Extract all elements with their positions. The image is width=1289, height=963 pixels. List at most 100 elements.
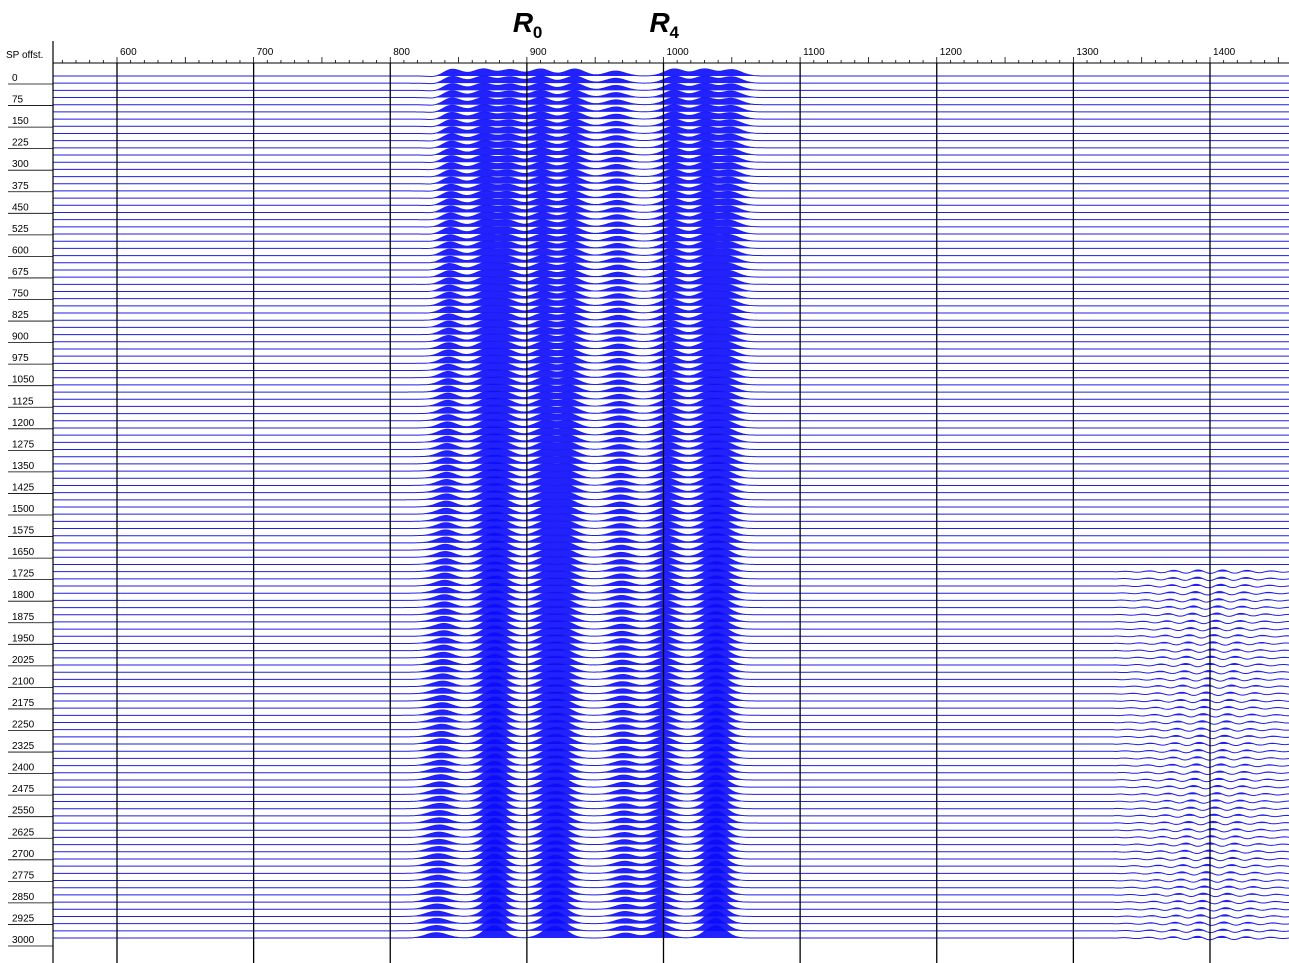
trace-fill <box>53 333 1289 342</box>
trace-fill <box>53 667 1289 680</box>
reflector-subscript: 4 <box>670 23 680 42</box>
trace-fill <box>53 240 1289 249</box>
trace-line <box>53 667 1289 682</box>
trace-fill <box>53 319 1289 328</box>
trace-fill <box>53 781 1289 795</box>
trace-line <box>53 610 1289 625</box>
trace-line <box>53 418 1289 429</box>
trace-fill <box>53 133 1289 141</box>
y-tick-label: 225 <box>12 138 29 149</box>
trace-fill <box>53 140 1289 148</box>
trace-fill <box>53 896 1289 910</box>
trace-line <box>53 118 1289 128</box>
trace-fill <box>53 440 1289 450</box>
x-tick-label: 1100 <box>803 47 825 58</box>
trace-fill <box>53 233 1289 242</box>
trace-line <box>53 104 1289 113</box>
y-tick-label: 525 <box>12 224 29 235</box>
trace-line <box>53 824 1289 840</box>
trace-fill <box>53 111 1289 120</box>
trace-line <box>53 290 1289 300</box>
y-tick-label: 2325 <box>12 741 35 752</box>
trace-fill <box>53 554 1289 565</box>
trace-line <box>53 125 1289 135</box>
trace-fill <box>53 226 1289 235</box>
trace-fill <box>53 419 1289 428</box>
trace-fill <box>53 710 1289 723</box>
x-tick-label: 1200 <box>940 47 963 58</box>
y-tick-label: 2025 <box>12 655 35 666</box>
y-tick-label: 2775 <box>12 870 35 881</box>
trace-line <box>53 532 1289 544</box>
y-tick-label: 1875 <box>12 612 35 623</box>
trace-fill <box>53 119 1289 127</box>
trace-fill <box>53 525 1289 536</box>
trace-line <box>53 190 1289 199</box>
y-tick-label: 1200 <box>12 418 35 429</box>
trace-line <box>53 510 1289 522</box>
trace-line <box>53 454 1289 465</box>
trace-line <box>53 204 1289 214</box>
trace-fill <box>53 682 1289 694</box>
y-tick-label: 2400 <box>12 763 35 774</box>
trace-line <box>53 767 1289 783</box>
trace-line <box>53 461 1289 472</box>
reflector-subscript: 0 <box>533 23 542 42</box>
y-tick-label: 2475 <box>12 784 35 795</box>
trace-line <box>53 175 1289 185</box>
x-tick-label: 700 <box>257 47 274 58</box>
trace-fill <box>53 347 1289 357</box>
trace-line <box>53 574 1289 589</box>
trace-fill <box>53 561 1289 572</box>
trace-fill <box>53 746 1289 759</box>
trace-line <box>53 917 1289 934</box>
trace-line <box>53 132 1289 142</box>
trace-line <box>53 518 1289 530</box>
trace-fill <box>53 276 1289 285</box>
x-tick-label: 600 <box>120 47 137 58</box>
trace-line <box>53 397 1289 407</box>
y-tick-label: 1950 <box>12 633 35 644</box>
trace-line <box>53 688 1289 704</box>
trace-line <box>53 710 1289 725</box>
trace-line <box>53 603 1289 617</box>
trace-fill <box>53 376 1289 385</box>
trace-line <box>53 75 1289 85</box>
trace-fill <box>53 269 1289 278</box>
trace-line <box>53 809 1289 826</box>
axis-column-background <box>0 41 53 963</box>
grid-layer <box>116 41 1211 963</box>
trace-line <box>53 375 1289 386</box>
trace-line <box>53 831 1289 847</box>
trace-fill <box>53 205 1289 213</box>
trace-line <box>53 197 1289 206</box>
trace-fill <box>53 689 1289 701</box>
y-tick-label: 375 <box>12 181 29 192</box>
trace-fill <box>53 860 1289 874</box>
trace-line <box>53 390 1289 400</box>
trace-fill <box>53 447 1289 457</box>
trace-fill <box>53 903 1289 917</box>
trace-fill <box>53 831 1289 845</box>
trace-line <box>53 674 1289 689</box>
trace-fill <box>53 468 1289 479</box>
trace-line <box>53 702 1289 718</box>
trace-fill <box>53 104 1289 112</box>
trace-fill <box>53 646 1289 658</box>
trace-fill <box>53 369 1289 378</box>
trace-line <box>53 147 1289 156</box>
trace-fill <box>53 147 1289 156</box>
trace-line <box>53 888 1289 905</box>
trace-fill <box>53 739 1289 752</box>
trace-line <box>53 638 1289 653</box>
trace-fill <box>53 767 1289 780</box>
y-tick-label: 750 <box>12 289 29 300</box>
ruler-background <box>53 41 1289 63</box>
y-tick-label: 3000 <box>12 935 35 946</box>
trace-fill <box>53 639 1289 651</box>
trace-fill <box>53 397 1289 407</box>
trace-line <box>53 97 1289 106</box>
